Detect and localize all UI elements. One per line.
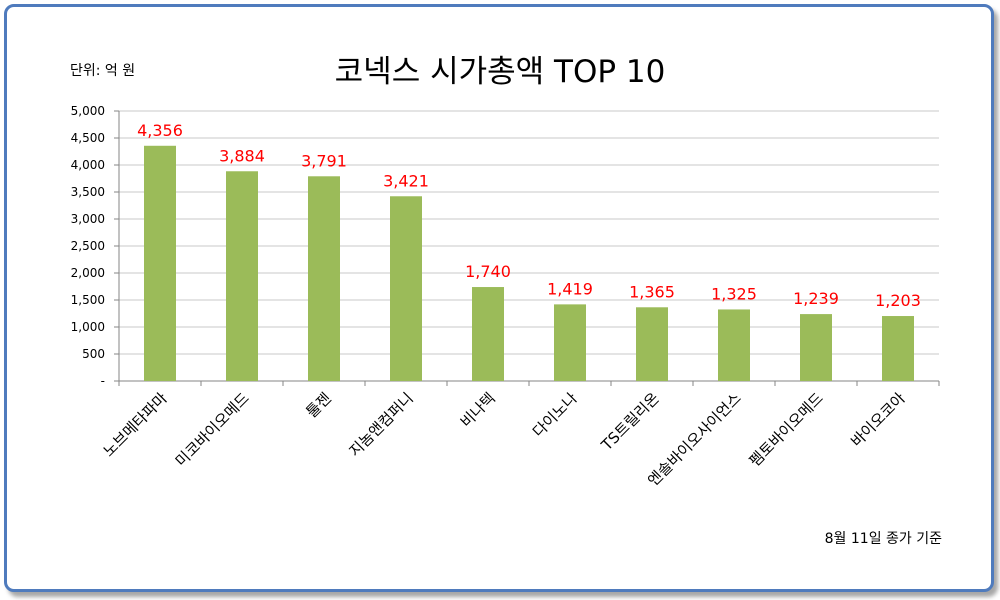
data-label: 1,203 bbox=[875, 291, 921, 310]
data-label: 1,325 bbox=[711, 284, 757, 303]
category-label: 지놈앤컴퍼니 bbox=[346, 389, 417, 460]
data-label: 1,419 bbox=[547, 279, 593, 298]
y-tick-label: 3,500 bbox=[71, 185, 105, 199]
data-label: 1,740 bbox=[465, 262, 511, 281]
category-label: TS트릴리온 bbox=[597, 389, 663, 455]
chart-title: 코넥스 시가총액 TOP 10 bbox=[334, 54, 666, 90]
bar bbox=[636, 307, 668, 381]
category-label: 미코바이오메드 bbox=[172, 389, 253, 470]
bar bbox=[800, 314, 832, 381]
bar bbox=[554, 304, 586, 381]
category-label: 펨토바이오메드 bbox=[746, 389, 827, 470]
y-tick-label: 1,500 bbox=[71, 293, 105, 307]
bar bbox=[882, 316, 914, 381]
data-label: 1,365 bbox=[629, 282, 675, 301]
y-tick-label: 500 bbox=[82, 347, 105, 361]
bar bbox=[718, 309, 750, 381]
data-label: 1,239 bbox=[793, 289, 839, 308]
y-tick-label: 3,000 bbox=[71, 212, 105, 226]
bar bbox=[390, 196, 422, 381]
data-label: 3,791 bbox=[301, 151, 347, 170]
data-label: 4,356 bbox=[137, 121, 183, 140]
bar bbox=[472, 287, 504, 381]
category-label: 다이노나 bbox=[529, 389, 581, 441]
unit-label: 단위: 억 원 bbox=[70, 63, 136, 79]
bar bbox=[226, 171, 258, 381]
category-label: 툴젠 bbox=[303, 389, 335, 421]
y-tick-label: 5,000 bbox=[71, 104, 105, 118]
y-tick-label: 2,500 bbox=[71, 239, 105, 253]
category-label: 노브메타파마 bbox=[100, 389, 171, 460]
y-tick-label: 4,000 bbox=[71, 158, 105, 172]
y-tick-label: 2,000 bbox=[71, 266, 105, 280]
y-tick-label: 4,500 bbox=[71, 131, 105, 145]
data-label: 3,884 bbox=[219, 146, 265, 165]
data-label: 3,421 bbox=[383, 171, 429, 190]
bar bbox=[308, 176, 340, 381]
category-label: 비나텍 bbox=[457, 389, 499, 431]
footnote: 8월 11일 종가 기준 bbox=[824, 531, 942, 547]
bar bbox=[144, 145, 176, 381]
category-label: 바이오코아 bbox=[847, 389, 909, 451]
y-tick-label: - bbox=[101, 374, 105, 388]
y-tick-label: 1,000 bbox=[71, 320, 105, 334]
